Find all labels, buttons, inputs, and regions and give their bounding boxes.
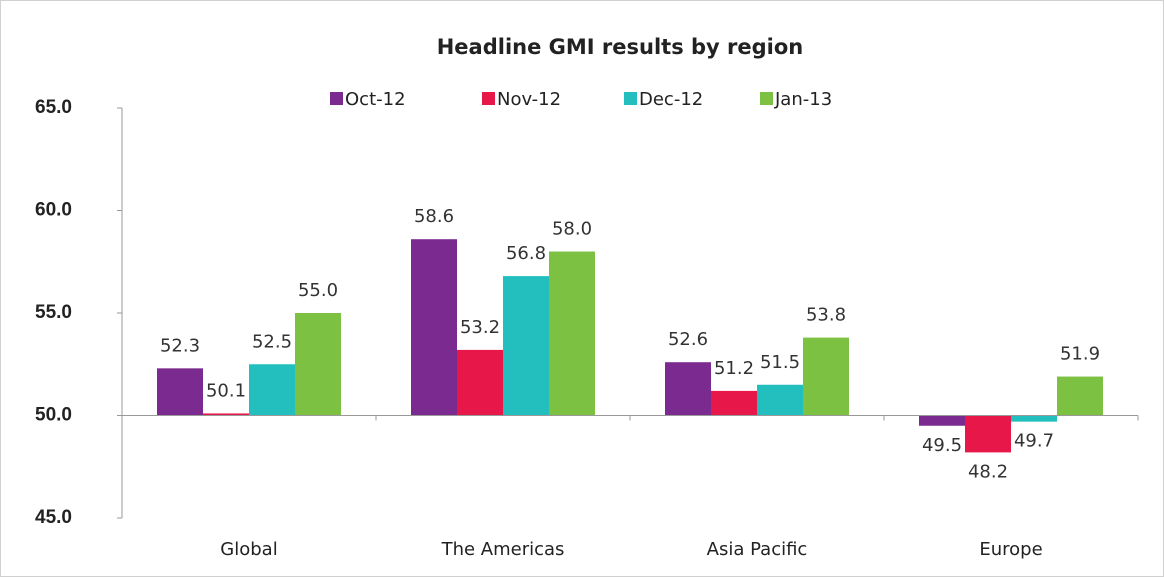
value-label: 53.8 — [806, 305, 846, 326]
value-label: 52.3 — [160, 335, 200, 356]
bar — [157, 368, 203, 416]
y-tick-label: 65.0 — [35, 97, 72, 118]
x-tick-label: The Americas — [441, 539, 565, 560]
bar — [549, 251, 595, 416]
y-tick-label: 55.0 — [35, 302, 72, 323]
legend-label: Dec-12 — [639, 89, 703, 110]
y-tick-label: 60.0 — [35, 200, 72, 221]
bar — [1057, 376, 1103, 416]
value-label: 56.8 — [506, 243, 546, 264]
chart-title: Headline GMI results by region — [437, 35, 804, 59]
value-label: 49.5 — [922, 435, 962, 456]
value-label: 53.2 — [460, 317, 500, 338]
value-label: 51.9 — [1060, 344, 1100, 365]
legend-label: Jan-13 — [774, 89, 832, 110]
bar — [457, 349, 503, 416]
y-tick-label: 45.0 — [35, 507, 72, 528]
value-label: 58.0 — [552, 219, 592, 240]
bar — [757, 384, 803, 416]
y-tick-label: 50.0 — [35, 405, 72, 426]
legend-swatch — [330, 92, 343, 105]
bar — [803, 337, 849, 416]
x-tick-label: Global — [220, 539, 277, 560]
legend-swatch — [760, 92, 773, 105]
value-label: 51.2 — [714, 358, 754, 379]
bar — [295, 313, 341, 416]
x-tick-label: Asia Pacific — [707, 539, 808, 560]
value-label: 58.6 — [414, 206, 454, 227]
legend-swatch — [482, 92, 495, 105]
bar — [411, 239, 457, 416]
legend-label: Oct-12 — [345, 89, 406, 110]
value-label: 48.2 — [968, 461, 1008, 482]
value-label: 55.0 — [298, 280, 338, 301]
bar — [249, 364, 295, 416]
value-label: 52.5 — [252, 331, 292, 352]
bar — [665, 362, 711, 416]
bar — [965, 415, 1011, 453]
bar — [919, 415, 965, 426]
bar — [203, 413, 249, 416]
value-label: 51.5 — [760, 352, 800, 373]
value-label: 52.6 — [668, 329, 708, 350]
legend-swatch — [624, 92, 637, 105]
value-label: 49.7 — [1014, 431, 1054, 452]
value-label: 50.1 — [206, 380, 246, 401]
x-tick-label: Europe — [979, 539, 1042, 560]
legend-label: Nov-12 — [497, 89, 561, 110]
bar — [503, 276, 549, 416]
bar — [1011, 415, 1057, 422]
bar — [711, 390, 757, 416]
